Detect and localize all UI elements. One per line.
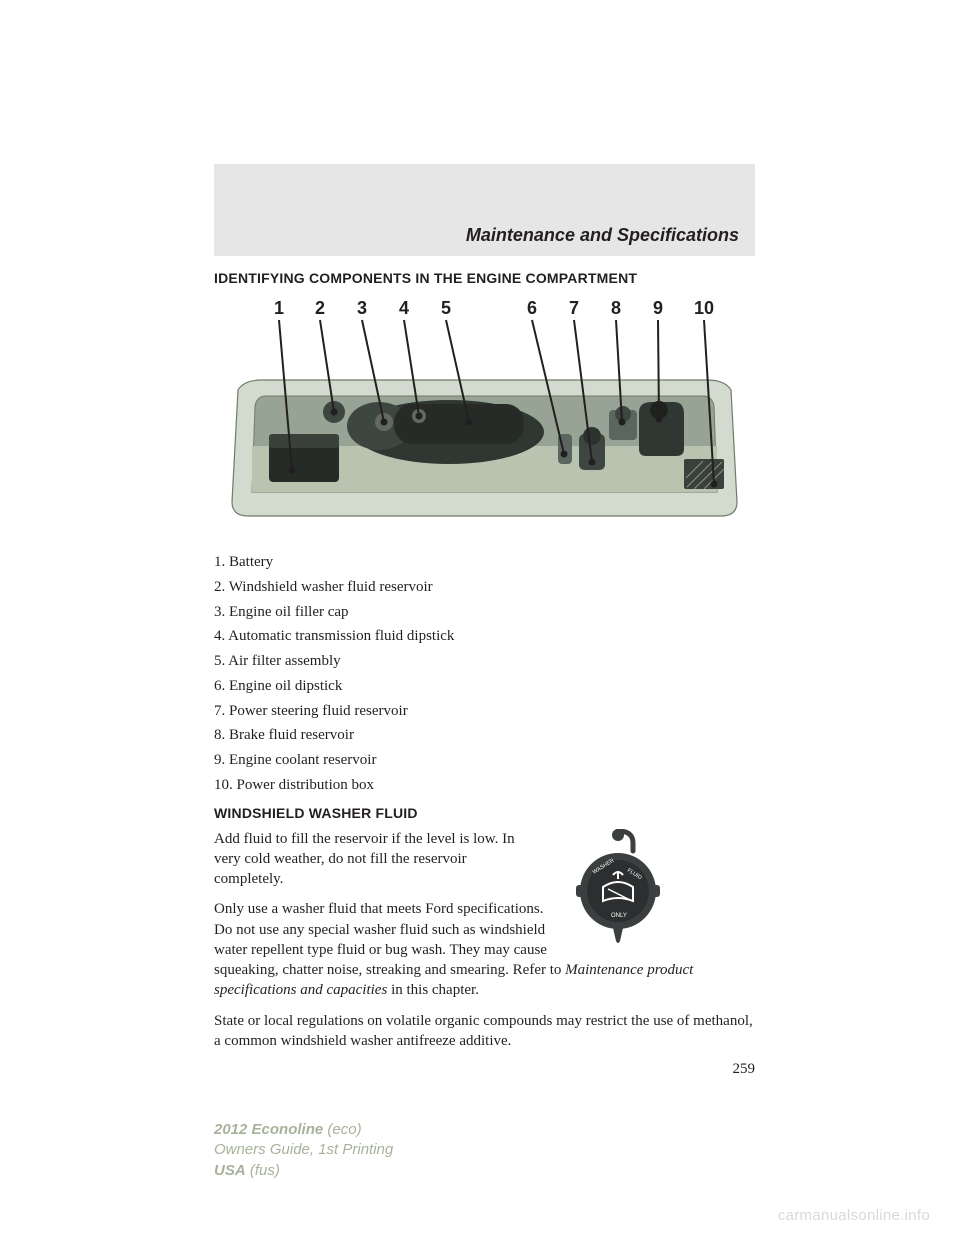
leader-dot (416, 413, 423, 420)
washer-fluid-section: WASHER FLUID ONLY Add fluid to fill the … (214, 829, 755, 1052)
manual-page: Maintenance and Specifications IDENTIFYI… (0, 0, 960, 1242)
list-item: 9. Engine coolant reservoir (214, 751, 755, 770)
diagram-label-number: 7 (569, 298, 579, 318)
washer-para-1: Add fluid to fill the reservoir if the l… (214, 829, 519, 890)
footer-model: 2012 Econoline (214, 1121, 323, 1138)
footer-region-code: (fus) (246, 1162, 280, 1179)
diagram-label-number: 3 (357, 298, 367, 318)
list-item: 5. Air filter assembly (214, 652, 755, 671)
cap-drip (613, 928, 623, 943)
diagram-label-number: 1 (274, 298, 284, 318)
leader-dot (561, 451, 568, 458)
engine-compartment-diagram: 1 2 3 4 5 6 7 8 9 10 (214, 294, 755, 539)
chapter-title: Maintenance and Specifications (466, 225, 739, 246)
diagram-label-number: 9 (653, 298, 663, 318)
footer-region: USA (214, 1162, 246, 1179)
leader-dot (656, 416, 663, 423)
component-list: 1. Battery 2. Windshield washer fluid re… (214, 553, 755, 795)
diagram-label-number: 6 (527, 298, 537, 318)
list-item: 10. Power distribution box (214, 776, 755, 795)
footer-block: 2012 Econoline (eco) Owners Guide, 1st P… (214, 1120, 393, 1181)
list-item: 6. Engine oil dipstick (214, 677, 755, 696)
list-item: 1. Battery (214, 553, 755, 572)
section-title-washer: WINDSHIELD WASHER FLUID (214, 805, 755, 821)
leader-dot (289, 467, 296, 474)
washer-cap-icon: WASHER FLUID ONLY (573, 829, 663, 949)
page-number: 259 (214, 1061, 755, 1078)
leader-dot (589, 459, 596, 466)
ps-reservoir-cap (583, 427, 601, 445)
page-content: IDENTIFYING COMPONENTS IN THE ENGINE COM… (214, 270, 755, 1078)
footer-line-3: USA (fus) (214, 1161, 393, 1181)
section-title-components: IDENTIFYING COMPONENTS IN THE ENGINE COM… (214, 270, 755, 286)
engine-diagram-svg: 1 2 3 4 5 6 7 8 9 10 (214, 294, 755, 539)
footer-model-code: (eco) (323, 1121, 361, 1138)
list-item: 8. Brake fluid reservoir (214, 726, 755, 745)
chapter-header-bar: Maintenance and Specifications (214, 164, 755, 256)
watermark: carmanualsonline.info (778, 1207, 930, 1224)
washer-para-2b: in this chapter. (387, 982, 479, 998)
list-item: 4. Automatic transmission fluid dipstick (214, 627, 755, 646)
list-item: 2. Windshield washer fluid reservoir (214, 578, 755, 597)
footer-line-1: 2012 Econoline (eco) (214, 1120, 393, 1140)
intake-hose (394, 404, 524, 444)
diagram-label-number: 5 (441, 298, 451, 318)
list-item: 3. Engine oil filler cap (214, 603, 755, 622)
cap-label-only: ONLY (611, 913, 627, 919)
leader-dot (466, 419, 473, 426)
washer-para-3: State or local regulations on volatile o… (214, 1011, 755, 1052)
washer-para-2a: Only use a washer fluid that meets Ford … (214, 901, 565, 978)
footer-line-2: Owners Guide, 1st Printing (214, 1140, 393, 1160)
diagram-label-number: 2 (315, 298, 325, 318)
list-item: 7. Power steering fluid reservoir (214, 702, 755, 721)
cap-tether-ring (612, 829, 624, 841)
leader-dot (619, 419, 626, 426)
diagram-label-number: 10 (694, 298, 714, 318)
cap-tab-left (576, 885, 586, 897)
cap-tab-right (650, 885, 660, 897)
leader-dot (381, 419, 388, 426)
leader-dot (711, 481, 718, 488)
battery-top (269, 434, 339, 448)
diagram-label-number: 8 (611, 298, 621, 318)
leader-dot (331, 409, 338, 416)
leader-line (658, 320, 659, 419)
diagram-label-number: 4 (399, 298, 409, 318)
